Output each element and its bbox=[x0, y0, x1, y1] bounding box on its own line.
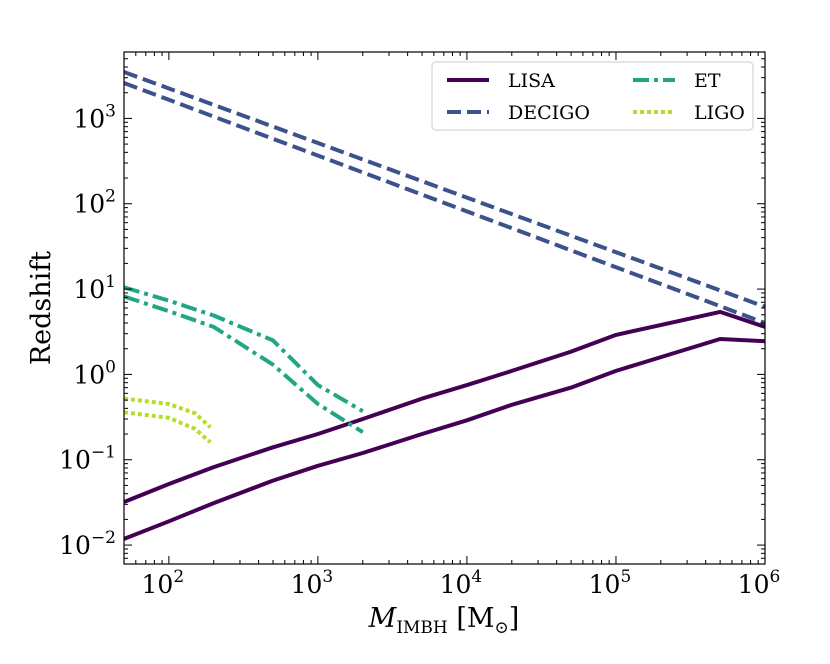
legend-label-et: ET bbox=[694, 70, 721, 92]
y-tick-label: 10−1 bbox=[59, 443, 116, 475]
tick-layer bbox=[123, 51, 766, 565]
y-tick-label: 102 bbox=[73, 187, 116, 219]
y-tick-label: 10−2 bbox=[59, 528, 116, 560]
y-tick-label: 100 bbox=[73, 357, 116, 389]
x-tick-label: 103 bbox=[291, 567, 334, 599]
series-line-ligo-6 bbox=[124, 396, 212, 429]
label-layer: 102 103 104 105 106 10−2 10−1 100 101 102 103 MIMBH… bbox=[26, 101, 780, 638]
series-layer bbox=[124, 70, 765, 541]
series-line-ligo-7 bbox=[124, 410, 212, 444]
series-line-et-4 bbox=[124, 285, 364, 413]
y-tick-label: 103 bbox=[73, 101, 116, 133]
legend-label-lisa: LISA bbox=[508, 70, 555, 92]
x-tick-label: 106 bbox=[738, 567, 781, 599]
series-line-lisa-0 bbox=[124, 309, 765, 504]
x-tick-label: 102 bbox=[142, 567, 185, 599]
legend-label-decigo: DECIGO bbox=[508, 102, 590, 124]
legend-label-ligo: LIGO bbox=[694, 102, 745, 124]
series-line-decigo-2 bbox=[124, 70, 765, 309]
x-tick-label: 105 bbox=[589, 567, 632, 599]
x-axis-label: MIMBH [M⊙] bbox=[368, 603, 520, 638]
legend: LISA DECIGO ET LIGO bbox=[431, 61, 754, 131]
series-line-decigo-3 bbox=[124, 81, 765, 325]
series-line-et-5 bbox=[124, 294, 364, 434]
series-line-lisa-1 bbox=[124, 337, 765, 541]
y-tick-label: 101 bbox=[73, 272, 116, 304]
y-axis-label: Redshift bbox=[26, 251, 57, 365]
x-tick-label: 104 bbox=[440, 567, 483, 599]
